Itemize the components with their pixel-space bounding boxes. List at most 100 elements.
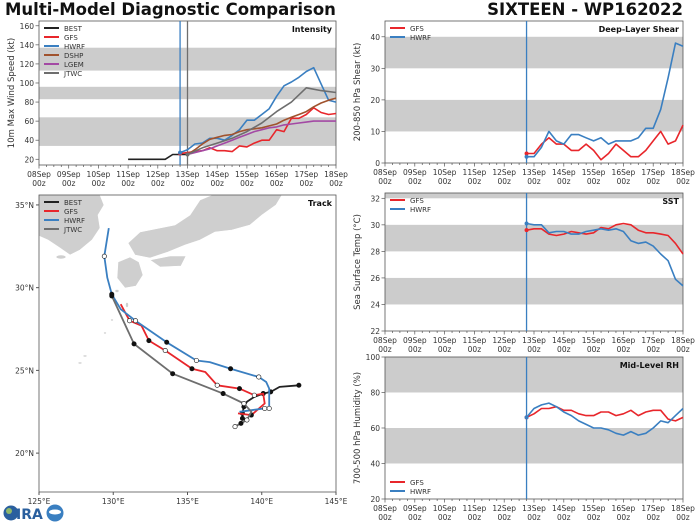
land-kyushu bbox=[116, 256, 144, 289]
y-tick-label: 22 bbox=[370, 327, 380, 336]
panel-intensity: 08Sep00z09Sep00z10Sep00z11Sep00z12Sep00z… bbox=[7, 20, 348, 188]
x-tick-label-hour: 00z bbox=[378, 513, 392, 522]
y-tick-label: 10 bbox=[370, 127, 380, 136]
legend-label-hwrf: HWRF bbox=[410, 206, 431, 214]
x-tick-label-hour: 00z bbox=[676, 177, 690, 186]
series-start-point-hwrf bbox=[524, 221, 529, 226]
logo-cloud bbox=[49, 509, 61, 515]
x-tick-label-hour: 00z bbox=[240, 179, 254, 188]
x-tick-label-date: 12Sep bbox=[492, 168, 516, 177]
panel-title: Mid-Level RH bbox=[620, 361, 679, 370]
x-tick-label-hour: 00z bbox=[300, 179, 314, 188]
x-tick-label-date: 13Sep bbox=[522, 504, 546, 513]
series-hwrf bbox=[526, 42, 684, 158]
x-tick-label-date: 12Sep bbox=[146, 170, 170, 179]
y-tick-label: 60 bbox=[24, 117, 34, 126]
x-tick-label-hour: 00z bbox=[617, 345, 631, 354]
x-tick-label-date: 18Sep bbox=[324, 170, 348, 179]
x-tick-label-date: 12Sep bbox=[492, 336, 516, 345]
track-point-hwrf bbox=[101, 253, 107, 259]
y-tick-label: 40 bbox=[370, 460, 380, 469]
land-island bbox=[125, 302, 129, 308]
x-tick-label-hour: 00z bbox=[210, 179, 224, 188]
panel-title: Deep-Layer Shear bbox=[599, 25, 679, 34]
x-tick-label-hour: 00z bbox=[646, 345, 660, 354]
shaded-band bbox=[385, 193, 683, 199]
series-lgem bbox=[187, 120, 336, 156]
series-start-point-gfs bbox=[524, 151, 529, 156]
track-point-jtwc bbox=[220, 391, 226, 397]
land-island bbox=[55, 254, 67, 260]
land-island bbox=[114, 289, 120, 293]
track-point-hwrf bbox=[262, 405, 268, 411]
y-tick-label: 30 bbox=[370, 64, 380, 73]
x-tick-label-date: 14Sep bbox=[552, 504, 576, 513]
shaded-band bbox=[385, 277, 683, 305]
legend-label-hwrf: HWRF bbox=[64, 43, 85, 51]
y-tick-label: 40 bbox=[24, 136, 34, 145]
y-axis-label: 200-850 hPa Shear (kt) bbox=[353, 43, 363, 142]
x-tick-label-hour: 00z bbox=[617, 177, 631, 186]
track-point-gfs bbox=[214, 382, 220, 388]
series-start-point-jtwc bbox=[185, 152, 190, 157]
y-tick-label: 35°N bbox=[15, 201, 34, 210]
legend-label-dshp: DSHP bbox=[64, 52, 83, 60]
y-tick-label: 24 bbox=[370, 300, 380, 309]
panel-shear: 08Sep00z09Sep00z10Sep00z11Sep00z12Sep00z… bbox=[353, 20, 695, 186]
x-tick-label-hour: 00z bbox=[557, 345, 571, 354]
land-island bbox=[110, 318, 114, 322]
y-tick-label: 20 bbox=[370, 495, 380, 504]
x-tick-label-date: 11Sep bbox=[463, 168, 487, 177]
y-tick-label: 20 bbox=[370, 96, 380, 105]
panel-rh: 08Sep00z09Sep00z10Sep00z11Sep00z12Sep00z… bbox=[353, 353, 695, 522]
x-tick-label-date: 09Sep bbox=[403, 336, 427, 345]
track-point-hwrf bbox=[164, 339, 170, 345]
x-tick-label-hour: 00z bbox=[408, 177, 422, 186]
x-tick-label-date: 10Sep bbox=[87, 170, 111, 179]
x-tick-label-hour: 00z bbox=[468, 177, 482, 186]
track-point-best bbox=[296, 382, 302, 388]
track-point-best bbox=[239, 415, 245, 421]
track-point-hwrf bbox=[193, 357, 199, 363]
legend-label-lgem: LGEM bbox=[64, 61, 84, 69]
track-point-jtwc bbox=[244, 417, 250, 423]
x-tick-label-hour: 00z bbox=[497, 345, 511, 354]
y-tick-label: 20 bbox=[24, 155, 34, 164]
legend-label-gfs: GFS bbox=[64, 34, 78, 42]
land-island bbox=[82, 354, 88, 358]
track-hwrf bbox=[103, 227, 271, 413]
legend-label-gfs: GFS bbox=[410, 197, 424, 205]
x-tick-label-hour: 00z bbox=[557, 513, 571, 522]
x-tick-label-date: 16Sep bbox=[612, 504, 636, 513]
series-hwrf bbox=[179, 66, 337, 154]
x-tick-label-hour: 00z bbox=[329, 179, 343, 188]
x-tick-label: 130°E bbox=[102, 497, 125, 506]
track-point-hwrf bbox=[256, 374, 262, 380]
panel-title: Intensity bbox=[292, 25, 333, 34]
x-tick-label-date: 17Sep bbox=[641, 504, 665, 513]
y-tick-label: 100 bbox=[366, 353, 381, 362]
x-tick-label-date: 10Sep bbox=[433, 336, 457, 345]
x-tick-label-date: 08Sep bbox=[27, 170, 51, 179]
page-title: Multi-Model Diagnostic Comparison bbox=[5, 0, 336, 19]
panel-sst: 08Sep00z09Sep00z10Sep00z11Sep00z12Sep00z… bbox=[353, 192, 695, 354]
x-tick-label-hour: 00z bbox=[527, 345, 541, 354]
x-tick-label-date: 16Sep bbox=[612, 336, 636, 345]
series-start-point-hwrf bbox=[178, 150, 183, 155]
track-point-jtwc bbox=[241, 400, 247, 406]
x-tick-label: 145°E bbox=[325, 497, 348, 506]
series-gfs bbox=[526, 405, 684, 422]
cira-logo: IRA bbox=[3, 504, 64, 523]
track-gfs bbox=[119, 303, 266, 417]
y-tick-label: 140 bbox=[20, 41, 35, 50]
x-tick-label-hour: 00z bbox=[62, 179, 76, 188]
x-tick-label-date: 10Sep bbox=[433, 504, 457, 513]
x-tick-label-hour: 00z bbox=[468, 513, 482, 522]
y-tick-label: 100 bbox=[20, 79, 35, 88]
x-tick-label-hour: 00z bbox=[32, 179, 46, 188]
x-tick-label-hour: 00z bbox=[527, 177, 541, 186]
x-tick-label-date: 15Sep bbox=[582, 168, 606, 177]
y-axis-label: 700-500 hPa Humidity (%) bbox=[353, 372, 363, 484]
y-tick-label: 30°N bbox=[15, 284, 34, 293]
globe-land bbox=[6, 508, 12, 514]
